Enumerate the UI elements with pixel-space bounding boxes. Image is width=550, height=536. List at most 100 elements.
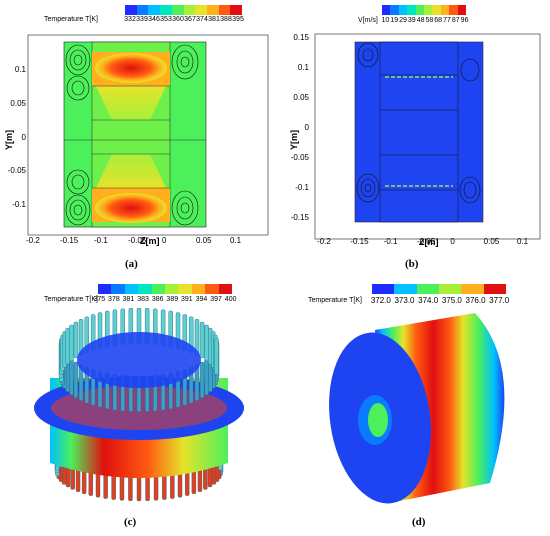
panel_b-xtick-label: -0.2 [317,237,331,246]
panel_c-colorbar-swatch [191,284,206,294]
panel-a: Temperature T[K] 332 339 346 353 360 367 374 38… [0,0,275,278]
panel_a-ytick-label: -0.05 [7,166,26,176]
panel_a-xtick-label: 0.1 [230,236,242,245]
panel-c-top-opening [77,332,201,388]
panel-c-fin [214,338,219,375]
panel_d-legend-value: 372.0 [370,296,391,305]
panel-a-hot-bottom [95,193,167,223]
panel-d-caption: (d) [412,516,426,528]
panel_b-colorbar-swatch [424,5,433,15]
panel-c-fin [204,358,209,396]
panel_c-colorbar-swatch [205,284,219,294]
panel-b-jets [385,76,453,187]
panel-d-bore-inner [368,403,388,437]
panel_a-legend-value: 339 [136,16,148,23]
panel_b-legend-value: 48 [416,17,425,24]
panel_a-colorbar-swatch [206,5,219,15]
panel-b-ylabel: Y[m] [289,130,299,150]
panel-a-hot-top [95,53,167,83]
panel_a-colorbar-swatch [125,5,137,15]
panel_c-colorbar-swatch [151,284,166,294]
panel_a-colorbar-swatch [195,5,207,15]
panel-c-motor-model [34,308,244,502]
panel-a-plot [27,34,269,236]
panel-d-legend-labels: 372.0 373.0 374.0 375.0 376.0 377.0 [369,297,511,305]
panel_a-colorbar-swatch [171,5,184,15]
panel-c-fin [199,321,205,359]
panel_a-legend-value: 381 [208,16,220,23]
panel_a-ytick-label: -0.1 [12,200,26,209]
panel_a-xtick-label: -0.2 [26,236,40,245]
panel_a-xtick-label: 0.05 [196,236,212,245]
panel_c-colorbar-swatch [138,284,152,294]
panel_c-colorbar-swatch [218,284,233,294]
panel-a-warm-bottom [96,154,166,188]
panel-c-legend-labels: 375 378 381 383 386 389 391 394 397 400 [92,296,238,304]
panel-c-legend-title: Temperature T[K] [44,296,98,303]
panel_a-xtick-label: 0 [162,236,167,245]
panel-c-fin [65,327,70,365]
panel_b-xtick-label: -0.05 [417,237,436,246]
panel_a-legend-value: 388 [220,16,232,23]
panel_a-colorbar-swatch [230,5,243,15]
panel_c-colorbar-swatch [165,284,179,294]
panel-b-colorbar [382,5,467,15]
panel_a-xtick-label: -0.15 [60,236,79,245]
panel_a-legend-value: 332 [124,16,136,23]
panel_b-xtick-label: 0.05 [483,237,500,246]
panel_c-legend-value: 397 [210,296,222,303]
panel_b-colorbar-swatch [415,5,425,15]
panel-b-plot [314,33,541,240]
panel_d-legend-value: 373.0 [394,296,415,305]
panel_b-xtick-label: 0 [450,237,455,246]
panel_b-legend-value: 58 [425,17,434,24]
panel_b-xtick-label: -0.1 [383,237,398,246]
panel-c-fin [73,321,79,359]
panel_b-legend-value: 96 [460,17,469,24]
panel_d-legend-value: 375.0 [441,296,462,305]
panel_a-xtick-label: -0.1 [94,236,108,245]
panel-a-colorbar [125,5,243,15]
panel-d-stator-model [329,313,505,504]
panel-a-legend-title: Temperature T[K] [44,16,98,23]
panel-c-colorbar [98,284,233,294]
panel_d-colorbar-swatch [438,284,462,294]
panel_a-colorbar-swatch [218,5,231,15]
panel_b-ytick-label: 0.15 [293,33,309,42]
panel-a-caption: (a) [125,258,138,270]
panel-a-xlabel: Z[m] [140,236,160,246]
panel_b-ytick-label: 0 [304,123,309,132]
panel_a-legend-value: 367 [184,16,196,23]
panel_d-colorbar-swatch [483,284,506,294]
panel-b-legend-title: V[m/s] [358,17,378,24]
panel-b-streamlines [356,42,481,204]
panel_d-colorbar-swatch [416,284,439,294]
panel-c-fin [69,358,74,396]
panel-b-caption: (b) [405,258,419,270]
panel-a-axes-frame [27,34,269,236]
panel_d-legend-value: 376.0 [465,296,486,305]
panel_b-colorbar-swatch [440,5,450,15]
panel_c-legend-value: 389 [166,296,179,303]
panel-c-fin [69,324,74,362]
panel_c-colorbar-swatch [111,284,125,294]
panel_a-xtick-label: -0.05 [128,236,147,245]
panel_b-ytick-label: 0.1 [297,63,309,72]
panel_c-colorbar-swatch [98,284,112,294]
panel-b: V[m/s] 10 19 29 39 48 58 68 77 87 96 Y[m] Z[m] -0… [275,0,550,278]
panel_b-xtick-label: 0.1 [517,237,529,246]
panel_b-legend-value: 87 [451,17,460,24]
panel_b-legend-value: 68 [434,17,443,24]
panel_a-colorbar-swatch [183,5,196,15]
panel_d-legend-value: 377.0 [489,296,510,305]
panel_b-legend-value: 29 [399,17,407,24]
panel-c: Temperature T[K] 375 378 381 383 386 389 391 39… [0,278,275,536]
panel_d-colorbar-swatch [394,284,417,294]
panel_b-ytick-label: -0.05 [290,153,309,162]
panel_c-legend-value: 381 [122,296,135,303]
panel-c-fin [73,361,79,399]
panel_c-legend-value: 378 [108,296,120,303]
panel-a-legend-labels: 332 339 346 353 360 367 374 381 388 395 [124,16,244,24]
panel-b-legend-labels: 10 19 29 39 48 58 68 77 87 96 [381,17,469,25]
panel_b-legend-value: 19 [390,17,399,24]
